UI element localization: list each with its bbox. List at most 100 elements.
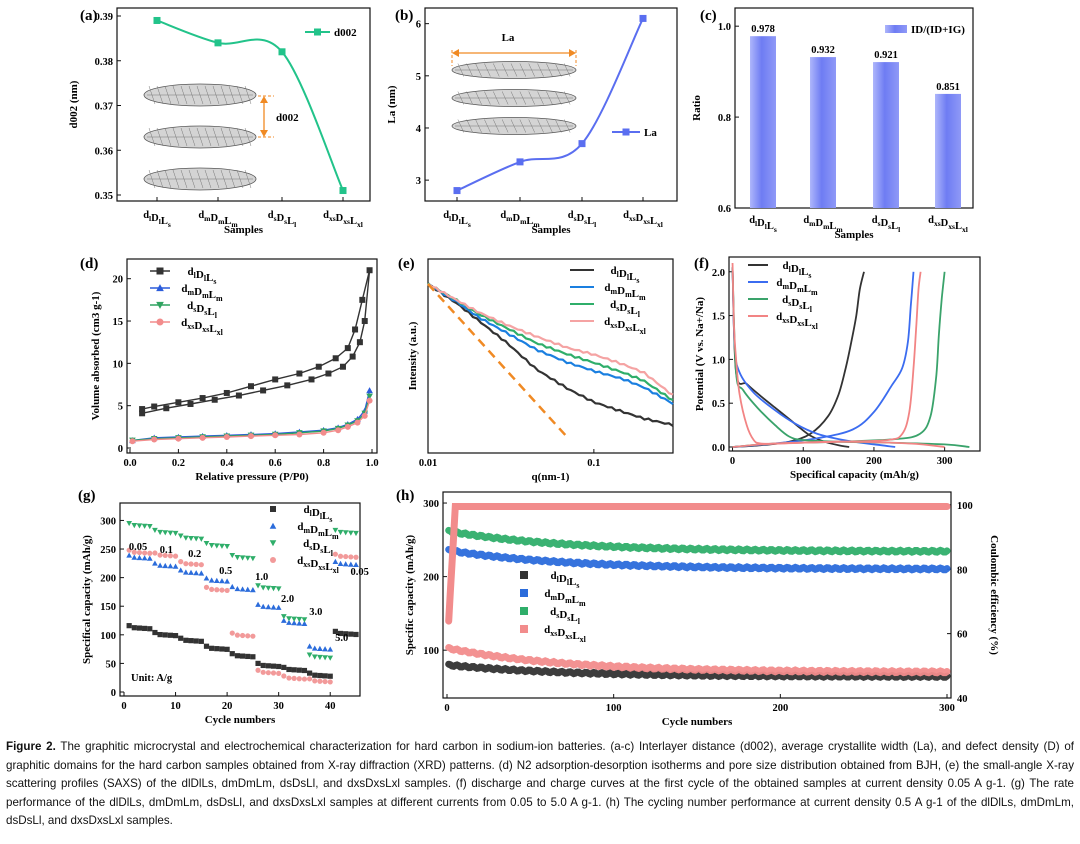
sample-label: dsDsLl	[187, 300, 218, 320]
data-point	[327, 673, 333, 679]
data-point	[322, 646, 328, 652]
data-point	[284, 382, 291, 389]
data-point	[311, 654, 318, 660]
label-subscript: l	[320, 512, 323, 521]
label-subscript: s	[213, 277, 216, 286]
data-point	[142, 550, 148, 556]
data-point	[152, 527, 158, 534]
label-subscript: l	[331, 549, 334, 558]
label-subscript: l	[567, 578, 570, 587]
data-point	[219, 646, 225, 652]
x-tick-label: 200	[772, 703, 788, 714]
label-letter: D	[557, 591, 565, 603]
data-point	[353, 530, 359, 537]
y-tick-label: 1.5	[712, 312, 725, 323]
data-point	[366, 387, 373, 394]
graphene-layer	[143, 125, 257, 149]
data-point	[265, 585, 272, 591]
label-subscript: xs	[782, 316, 789, 325]
legend-label: d002	[334, 27, 357, 39]
label-letter: d	[776, 311, 782, 323]
label-subscript: xs	[329, 214, 336, 223]
data-point	[260, 387, 267, 394]
label-subscript: s	[799, 302, 802, 311]
capacity-band	[445, 660, 951, 682]
label-letter: D	[789, 314, 797, 326]
legend-marker	[156, 301, 164, 309]
label-letter: D	[815, 218, 823, 229]
x-tick-label: 30	[273, 701, 284, 712]
y2-tick-label: 60	[957, 630, 968, 641]
data-point	[307, 676, 313, 682]
data-point	[332, 551, 338, 557]
y-tick-label: 250	[100, 545, 116, 556]
label-letter: L	[632, 322, 639, 334]
data-point	[234, 653, 241, 659]
label-subscript: m	[611, 287, 618, 296]
data-point	[347, 530, 354, 536]
label-letter: d	[611, 265, 617, 277]
y-tick-label: 300	[423, 499, 439, 510]
data-point	[260, 603, 267, 609]
data-point	[301, 620, 308, 626]
label-subscript: xl	[812, 322, 819, 331]
sample-label: dmDmLm	[803, 215, 843, 234]
label-letter: L	[325, 527, 332, 539]
label-subscript: xs	[565, 632, 572, 641]
panel-letter: (g)	[78, 488, 96, 504]
label-subscript: s	[576, 581, 579, 590]
data-point	[301, 667, 308, 674]
legend-marker	[520, 589, 528, 597]
label-subscript: xl	[333, 566, 340, 575]
label-letter: d	[297, 521, 303, 533]
label-subscript: l	[294, 220, 296, 229]
x-tick-label: 1.0	[365, 458, 378, 469]
y-tick-label: 5	[118, 402, 123, 413]
y-axis-label: La (nm)	[386, 85, 398, 124]
label-subscript: m	[551, 593, 558, 602]
label-letter: L	[224, 216, 231, 227]
data-point	[348, 631, 354, 637]
data-point	[344, 345, 351, 352]
data-point	[339, 187, 347, 195]
label-letter: d	[188, 266, 194, 278]
label-letter: d	[872, 215, 878, 226]
data-point	[167, 553, 173, 559]
data-point	[275, 604, 282, 610]
series-line	[141, 270, 371, 414]
data-point	[167, 563, 174, 569]
data-point	[188, 638, 194, 644]
sample-label: dsDsLl	[782, 294, 813, 314]
x-tick-label: 10	[170, 701, 181, 712]
label-subscript: s	[636, 276, 639, 285]
label-subscript: l	[765, 222, 767, 231]
data-point	[322, 673, 328, 679]
label-letter: d	[610, 299, 616, 311]
x-tick-label: 0.8	[317, 458, 330, 469]
axes-frame	[427, 258, 674, 454]
x-axis-label: Cycle numbers	[662, 716, 733, 728]
arrow-head	[260, 130, 268, 137]
label-letter: D	[194, 320, 202, 332]
label-subscript: l	[627, 273, 630, 282]
sample-label: dsDsLl	[550, 606, 581, 626]
data-point	[244, 555, 251, 561]
sample-label: dmDmLm	[776, 277, 818, 297]
data-point	[203, 540, 210, 547]
label-letter: L	[572, 630, 579, 642]
data-point	[332, 628, 338, 634]
data-point	[163, 405, 170, 412]
label-subscript: l	[159, 217, 161, 226]
data-point	[348, 554, 354, 560]
data-point	[276, 663, 282, 670]
data-point	[276, 670, 282, 676]
data-point	[152, 560, 158, 566]
axes-frame	[728, 256, 981, 452]
data-point	[157, 552, 163, 558]
data-point	[260, 669, 266, 675]
label-subscript: m	[811, 288, 818, 297]
rate-label: 0.2	[188, 549, 201, 560]
data-point	[162, 632, 168, 638]
data-point	[352, 326, 359, 333]
label-letter: L	[161, 216, 168, 227]
